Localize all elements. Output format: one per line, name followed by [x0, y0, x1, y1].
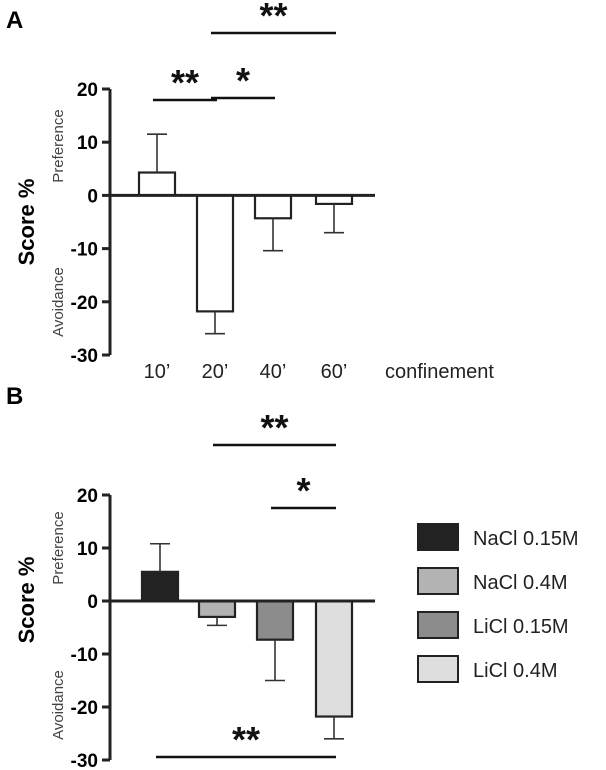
panel-b-significance-label: ** [232, 719, 260, 760]
panel-b-ytick-label: 10 [77, 539, 98, 560]
panel-a-ytick-label: 20 [77, 80, 98, 101]
panel-a-letter: A [6, 7, 23, 34]
legend-label: LiCl 0.15M [473, 616, 569, 638]
panel-a-preference-label: Preference [50, 109, 67, 182]
panel-b-preference-label: Preference [50, 511, 67, 584]
panel-b-ytick-label: -30 [71, 751, 98, 770]
panel-b-bar [255, 599, 295, 641]
panel-b-ytick-label: 20 [77, 486, 98, 507]
legend-label: NaCl 0.4M [473, 572, 567, 594]
panel-a-category-label: 20’ [202, 361, 229, 383]
panel-b-ytick-label: -10 [71, 645, 98, 666]
panel-a-ylabel: Score % [14, 179, 39, 266]
panel-a-bar [137, 171, 177, 197]
panel-b-ylabel: Score % [14, 557, 39, 644]
panel-b-legend: NaCl 0.15M NaCl 0.4M LiCl 0.15M LiCl 0.4M [417, 523, 579, 683]
panel-b-significance-label: * [296, 470, 310, 511]
legend-label: LiCl 0.4M [473, 660, 557, 682]
legend-label: NaCl 0.15M [473, 528, 579, 550]
panel-a-ytick-label: -30 [71, 346, 98, 367]
panel-a-ytick-label: -10 [71, 240, 98, 261]
panel-b-ytick-label: 0 [87, 592, 98, 613]
panel-a-category-label: 10’ [144, 361, 171, 383]
panel-b-avoidance-label: Avoidance [50, 670, 67, 740]
panel-a-ytick-label: 0 [87, 186, 98, 207]
panel-b-ytick-label: -20 [71, 698, 98, 719]
panel-a-avoidance-label: Avoidance [50, 267, 67, 337]
panel-b-letter: B [6, 383, 23, 410]
panel-a-category-label: 40’ [260, 361, 287, 383]
panel-b-bar [314, 599, 354, 718]
legend-swatch [417, 523, 459, 551]
panel-b-bar [197, 599, 237, 618]
legend-swatch [417, 611, 459, 639]
panel-a-category-label: 60’ [321, 361, 348, 383]
panel-a-bar [195, 194, 235, 313]
panel-b-bar [140, 570, 180, 603]
panel-a-significance-label: * [236, 60, 250, 101]
panel-a-bar [253, 194, 293, 220]
panel-b-significance-label: ** [260, 407, 288, 448]
legend-swatch [417, 655, 459, 683]
panel-a-significance-label: ** [259, 0, 287, 36]
panel-a-ytick-label: 10 [77, 133, 98, 154]
legend-swatch [417, 567, 459, 595]
panel-a-significance-label: ** [171, 62, 199, 103]
panel-a-ytick-label: -20 [71, 293, 98, 314]
panel-a-xsuffix: confinement [385, 361, 494, 383]
